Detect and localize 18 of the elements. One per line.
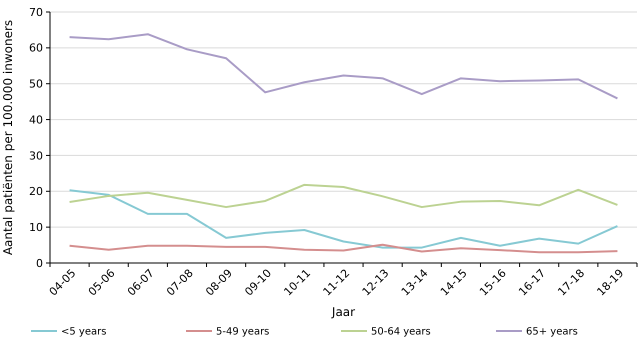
y-tick-label: 20 [29, 185, 43, 198]
line-series [68, 189, 618, 249]
line-series [68, 33, 618, 100]
y-tick-label: 30 [29, 149, 43, 162]
legend-label: <5 years [61, 326, 106, 338]
y-tick-label: 0 [36, 256, 43, 270]
y-tick-label: 70 [29, 6, 43, 19]
y-tick-label: 60 [29, 42, 43, 55]
x-axis-title: Jaar [330, 305, 356, 319]
line-series [68, 184, 618, 208]
line-series [68, 244, 618, 254]
y-tick-label: 10 [29, 220, 43, 234]
legend-label: 5-49 years [216, 326, 270, 338]
y-tick-label: 50 [29, 78, 43, 91]
legend-label: 50-64 years [371, 326, 431, 338]
legend-label: 65+ years [526, 326, 578, 338]
y-tick-label: 40 [29, 113, 43, 126]
y-axis-title: Aantal patiënten per 100.000 inwoners [1, 20, 15, 256]
